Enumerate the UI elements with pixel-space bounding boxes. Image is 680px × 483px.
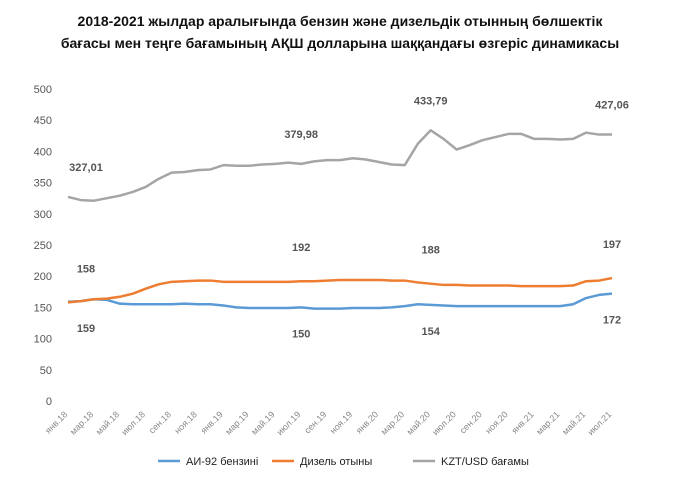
- y-tick-label: 200: [34, 271, 52, 283]
- data-label: 379,98: [284, 129, 318, 141]
- x-tick-label: май.20: [405, 409, 432, 436]
- x-tick-label: май.19: [249, 409, 276, 436]
- y-tick-label: 0: [46, 396, 52, 408]
- chart-title: 2018-2021 жылдар аралығында бензин және …: [78, 13, 604, 29]
- x-tick-label: мар.19: [223, 409, 250, 436]
- data-label: 188: [421, 245, 439, 257]
- data-label: 159: [77, 323, 95, 335]
- data-label: 433,79: [414, 95, 448, 107]
- x-tick-label: янв.21: [509, 409, 535, 435]
- x-tick-label: июл.19: [275, 409, 303, 437]
- legend-label: АИ-92 бензині: [186, 456, 258, 468]
- data-label: 158: [77, 263, 95, 275]
- y-tick-label: 350: [34, 178, 52, 190]
- data-label: 150: [292, 328, 310, 340]
- legend-label: KZT/USD бағамы: [441, 456, 529, 468]
- x-tick-label: май.18: [94, 409, 121, 436]
- x-tick-label: июл.20: [430, 409, 458, 437]
- x-tick-label: сен.18: [147, 409, 173, 435]
- y-tick-label: 150: [34, 302, 52, 314]
- data-label: 172: [603, 315, 621, 327]
- x-tick-label: мар.20: [379, 409, 406, 436]
- data-label: 154: [421, 326, 440, 338]
- x-tick-label: сен.19: [302, 409, 328, 435]
- x-tick-label: ноя.20: [483, 409, 509, 435]
- data-label: 197: [603, 239, 621, 251]
- x-tick-label: ноя.19: [328, 409, 354, 435]
- x-tick-label: янв.20: [354, 409, 380, 435]
- x-tick-label: янв.18: [43, 409, 69, 435]
- x-tick-label: июл.18: [119, 409, 147, 437]
- series-line: [67, 276, 613, 304]
- y-tick-label: 500: [34, 84, 52, 96]
- y-tick-label: 50: [40, 365, 52, 377]
- chart-title: бағасы мен теңге бағамының АҚШ долларына…: [61, 35, 619, 51]
- series-line: [67, 129, 613, 202]
- y-tick-label: 400: [34, 146, 52, 158]
- y-tick-label: 450: [34, 115, 52, 127]
- y-tick-label: 100: [34, 334, 52, 346]
- x-tick-label: сен.20: [458, 409, 484, 435]
- y-tick-label: 300: [34, 209, 52, 221]
- x-tick-label: ноя.18: [173, 409, 199, 435]
- x-tick-label: мар.18: [68, 409, 95, 436]
- data-label: 327,01: [69, 162, 103, 174]
- x-tick-label: июл.21: [586, 409, 614, 437]
- series-line: [67, 292, 613, 310]
- x-tick-label: май.21: [560, 409, 587, 436]
- y-tick-label: 250: [34, 240, 52, 252]
- x-tick-label: мар.21: [534, 409, 561, 436]
- data-label: 192: [292, 242, 310, 254]
- data-label: 427,06: [595, 100, 629, 112]
- legend-label: Дизель отыны: [300, 456, 372, 468]
- x-tick-label: янв.19: [199, 409, 225, 435]
